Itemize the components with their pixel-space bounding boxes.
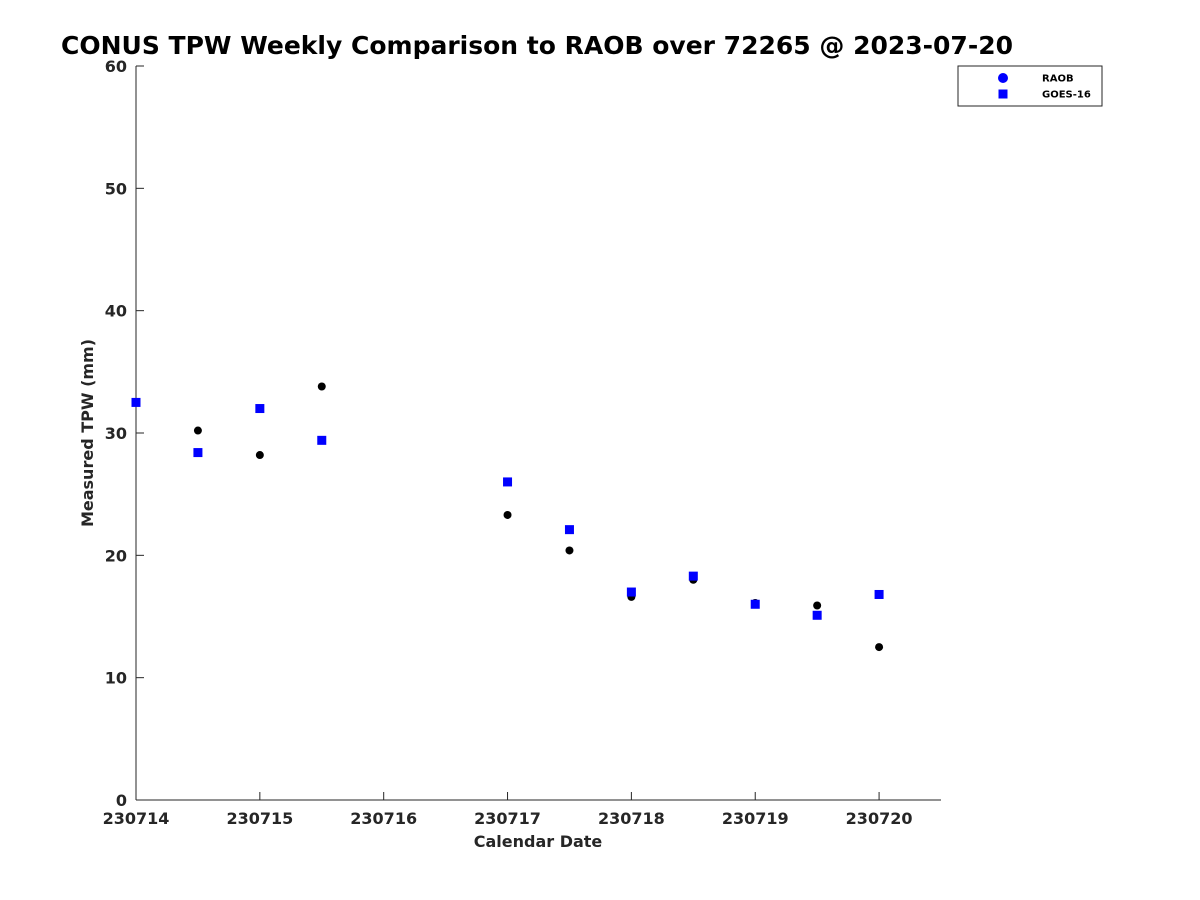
x-tick-label: 230718: [598, 809, 665, 828]
y-tick-label: 20: [105, 546, 127, 565]
legend-square-marker: [998, 89, 1008, 99]
raob-point: [813, 601, 822, 610]
goes-point: [750, 599, 760, 609]
x-tick-label: 230720: [846, 809, 913, 828]
raob-point: [503, 510, 512, 519]
y-tick-label: 0: [116, 791, 127, 810]
goes-point: [131, 397, 141, 407]
y-tick-label: 60: [105, 57, 127, 76]
series-raob: [132, 382, 884, 652]
plot-axes: 0 10 20 30 40 50 60 230714 230715 230716 230717 230…: [103, 57, 941, 828]
x-tick-label: 230715: [226, 809, 293, 828]
chart-legend: RAOB GOES-16: [957, 65, 1103, 107]
raob-point: [875, 643, 884, 652]
y-axis-label: Measured TPW (mm): [78, 339, 97, 527]
goes-point: [626, 587, 636, 597]
y-tick-label: 30: [105, 424, 127, 443]
x-tick-label: 230719: [722, 809, 789, 828]
legend-label: GOES-16: [1042, 90, 1091, 101]
raob-point: [193, 426, 202, 435]
y-tick-label: 40: [105, 302, 127, 321]
goes-point: [812, 610, 822, 620]
raob-point: [565, 546, 574, 555]
goes-point: [564, 525, 574, 535]
goes-point: [255, 404, 265, 414]
goes-point: [193, 448, 203, 458]
goes-point: [688, 571, 698, 581]
goes-point: [317, 435, 327, 445]
series-goes-16: [131, 397, 884, 620]
legend-box: [957, 65, 1103, 107]
goes-point: [874, 589, 884, 599]
y-tick-label: 10: [105, 669, 127, 688]
raob-point: [255, 451, 264, 460]
x-tick-label: 230717: [474, 809, 541, 828]
y-tick-label: 50: [105, 179, 127, 198]
legend-label: RAOB: [1042, 74, 1074, 85]
x-axis-label: Calendar Date: [474, 832, 603, 851]
x-tick-label: 230716: [350, 809, 417, 828]
plot-marks: [131, 382, 884, 652]
raob-point: [317, 382, 326, 391]
chart-title: CONUS TPW Weekly Comparison to RAOB over…: [61, 31, 1013, 60]
legend-circle-marker: [998, 73, 1008, 83]
goes-point: [503, 477, 513, 487]
x-tick-label: 230714: [103, 809, 170, 828]
